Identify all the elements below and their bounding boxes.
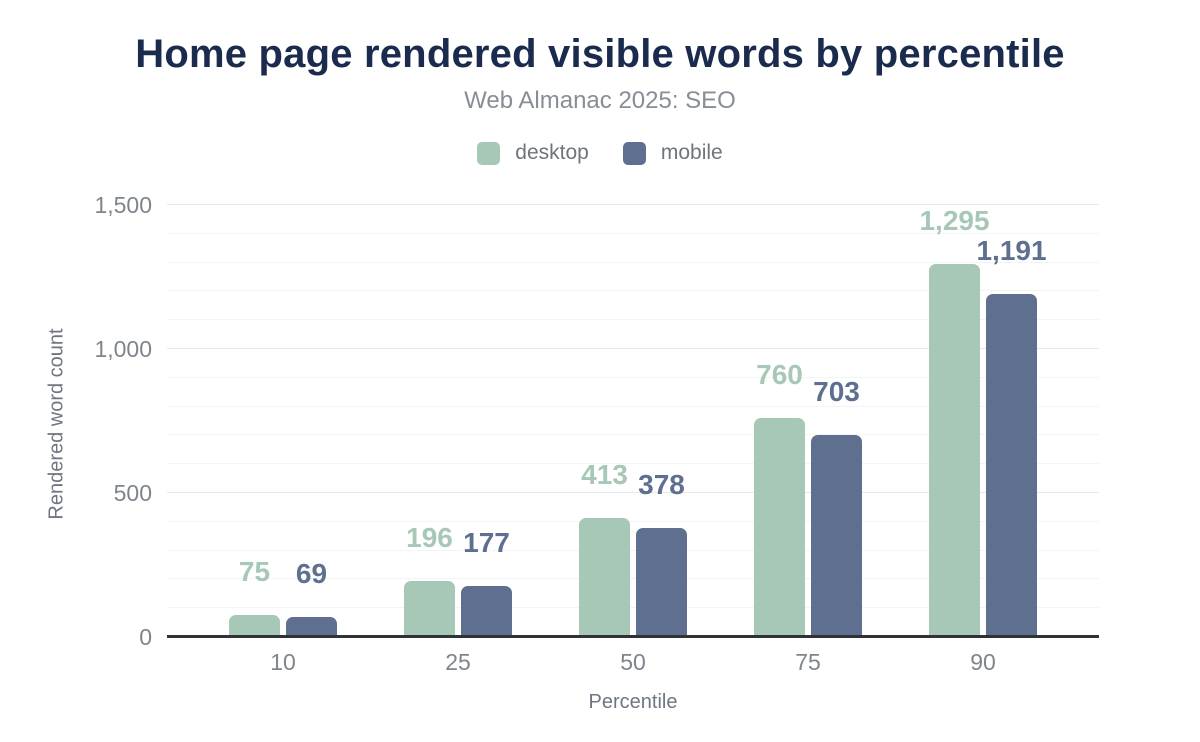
y-tick-label: 0 <box>139 624 152 650</box>
legend-swatch-desktop <box>477 141 501 165</box>
value-label-mobile-p50: 378 <box>638 469 685 501</box>
legend-item-desktop: desktop <box>477 141 589 165</box>
value-label-mobile-p25: 177 <box>463 527 510 559</box>
minor-gridline <box>167 520 1099 522</box>
major-gridline <box>167 348 1099 349</box>
bar-mobile-p90 <box>986 294 1037 637</box>
bar-mobile-p50 <box>636 528 687 637</box>
x-tick-label-p50: 50 <box>620 649 646 675</box>
minor-gridline <box>167 261 1099 263</box>
x-tick-label-p90: 90 <box>970 649 996 675</box>
x-tick-label-p25: 25 <box>445 649 471 675</box>
y-axis-title: Rendered word count <box>45 328 68 520</box>
minor-gridline <box>167 578 1099 580</box>
value-label-desktop-p10: 75 <box>238 556 271 588</box>
x-axis-line <box>167 635 1099 638</box>
chart-title: Home page rendered visible words by perc… <box>135 32 1065 76</box>
bar-desktop-p10 <box>229 615 280 637</box>
plot-area: 75 69 196 177 413 378 760 703 1,295 1,191 10 25 50 7… <box>167 204 1099 675</box>
minor-gridline <box>167 463 1099 465</box>
legend-label: mobile <box>660 141 723 164</box>
minor-gridline <box>167 607 1099 609</box>
bar-desktop-p90 <box>929 264 980 637</box>
bar-mobile-p10 <box>286 617 337 637</box>
chart-subtitle: Web Almanac 2025: SEO <box>464 87 736 114</box>
value-label-mobile-p90: 1,191 <box>976 235 1047 266</box>
value-label-mobile-p10: 69 <box>295 558 328 590</box>
minor-gridline <box>167 434 1099 436</box>
bar-desktop-p75 <box>754 418 805 637</box>
legend-label: desktop <box>515 141 589 164</box>
bar-mobile-p25 <box>461 586 512 637</box>
value-label-desktop-p90: 1,295 <box>919 205 990 237</box>
minor-gridline <box>167 232 1099 234</box>
value-label-desktop-p25: 196 <box>406 521 453 553</box>
bar-desktop-p25 <box>404 580 455 637</box>
y-tick-label: 1,500 <box>94 192 152 218</box>
minor-gridline <box>167 405 1099 407</box>
bar-mobile-p75 <box>811 434 862 637</box>
x-axis-title: Percentile <box>588 691 678 713</box>
value-label-desktop-p75: 760 <box>756 359 803 391</box>
y-tick-label: 1,000 <box>94 336 152 362</box>
minor-gridline <box>167 376 1099 378</box>
minor-gridline <box>167 290 1099 292</box>
value-label-mobile-p75: 703 <box>813 375 860 407</box>
minor-gridline <box>167 549 1099 551</box>
x-tick-label-p75: 75 <box>795 649 821 675</box>
bar-desktop-p50 <box>579 518 630 637</box>
value-label-desktop-p50: 413 <box>581 459 628 491</box>
minor-gridline <box>167 319 1099 321</box>
major-gridline <box>167 204 1099 205</box>
major-gridline <box>167 492 1099 493</box>
legend: desktop mobile <box>0 141 1200 165</box>
legend-swatch-mobile <box>622 141 646 165</box>
legend-item-mobile: mobile <box>622 141 723 165</box>
y-tick-label: 500 <box>113 480 152 506</box>
x-tick-label-p10: 10 <box>270 649 296 675</box>
